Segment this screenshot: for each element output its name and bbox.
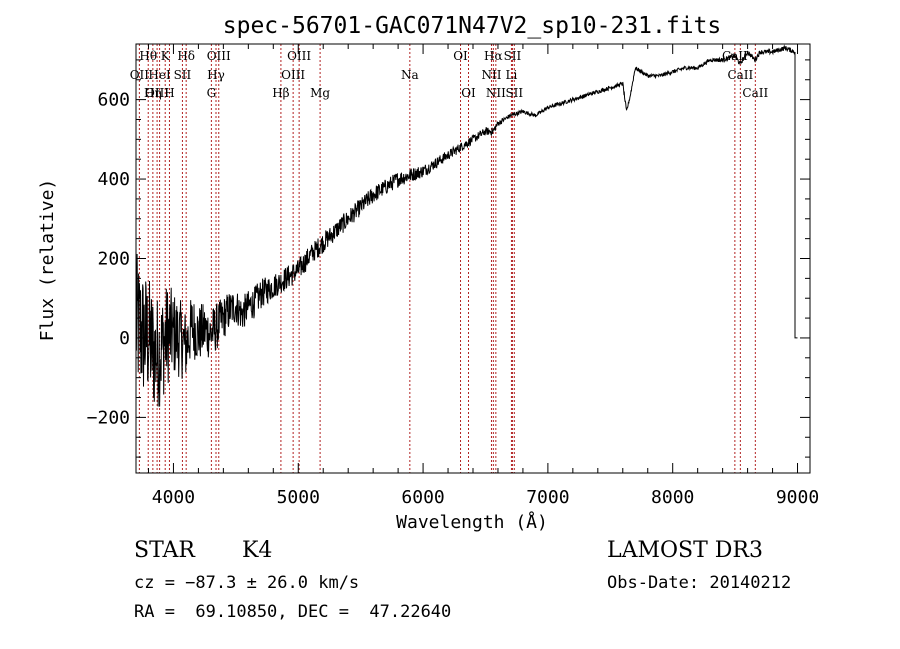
line-marker-label: G [207,86,217,100]
line-marker-label: H [164,86,174,100]
line-marker-label: Mg [310,86,330,100]
line-marker-label: OIII [207,49,231,63]
line-marker-label: OII [130,68,150,82]
line-marker-label: Hθ [139,49,157,63]
spectrum-line [135,44,798,407]
x-axis-ticks: 4000 5000 6000 7000 8000 9000 [147,44,819,508]
line-marker-label: SII [505,86,523,100]
y-tick-label: 200 [97,249,130,270]
y-tick-label: 600 [97,90,130,111]
line-marker-label: OI [453,49,468,63]
line-marker-label: OIII [145,86,169,100]
line-marker-label: NII [486,86,506,100]
line-marker-label: HeI [148,68,171,82]
line-marker-label: Li [506,68,518,82]
x-tick-label: 4000 [152,487,195,508]
y-tick-label: 0 [119,328,130,349]
line-marker-label: OI [461,86,476,100]
emission-line-markers [138,44,756,473]
x-tick-label: 5000 [277,487,320,508]
line-marker-label: CaII [742,86,768,100]
line-marker-label: CaII [727,68,753,82]
plot-frame [135,43,811,474]
line-marker-label: Hγ [207,68,225,82]
emission-line-labels: Hθ OII OIII K HeI Hη H Hδ SII OIII Hγ G OIII OIII Hβ Mg… [130,49,769,100]
survey-name: LAMOST DR3 [607,538,763,563]
x-tick-label: 8000 [651,487,694,508]
redshift-line: cz = −87.3 ± 26.0 km/s [134,573,360,593]
x-tick-label: 9000 [776,487,819,508]
coordinates-line: RA = 69.10850, DEC = 47.22640 [134,602,452,622]
object-subclass: K4 [242,538,273,563]
line-marker-label: Hη [144,86,162,100]
line-marker-label: SII [174,68,192,82]
chart-title: spec-56701-GAC071N47V2_sp10-231.fits [223,13,722,39]
y-tick-label: −200 [87,407,130,428]
y-axis-label: Flux (relative) [37,179,58,342]
line-marker-label: Na [401,68,419,82]
x-axis-label: Wavelength (Å) [396,511,548,533]
object-class: STAR [134,538,195,563]
y-tick-label: 400 [97,169,130,190]
line-marker-label: OIII [287,49,311,63]
line-marker-label: K [161,49,171,63]
y-axis-ticks: −200 0 200 400 600 [87,59,810,458]
line-marker-label: Hα [484,49,503,63]
x-tick-label: 6000 [401,487,444,508]
line-marker-label: Hβ [272,86,289,100]
x-tick-label: 7000 [526,487,569,508]
line-marker-label: Hδ [177,49,195,63]
obs-date-line: Obs-Date: 20140212 [607,573,792,593]
line-marker-label: SII [504,49,522,63]
line-marker-label: NII [481,68,501,82]
line-marker-label: OIII [281,68,305,82]
